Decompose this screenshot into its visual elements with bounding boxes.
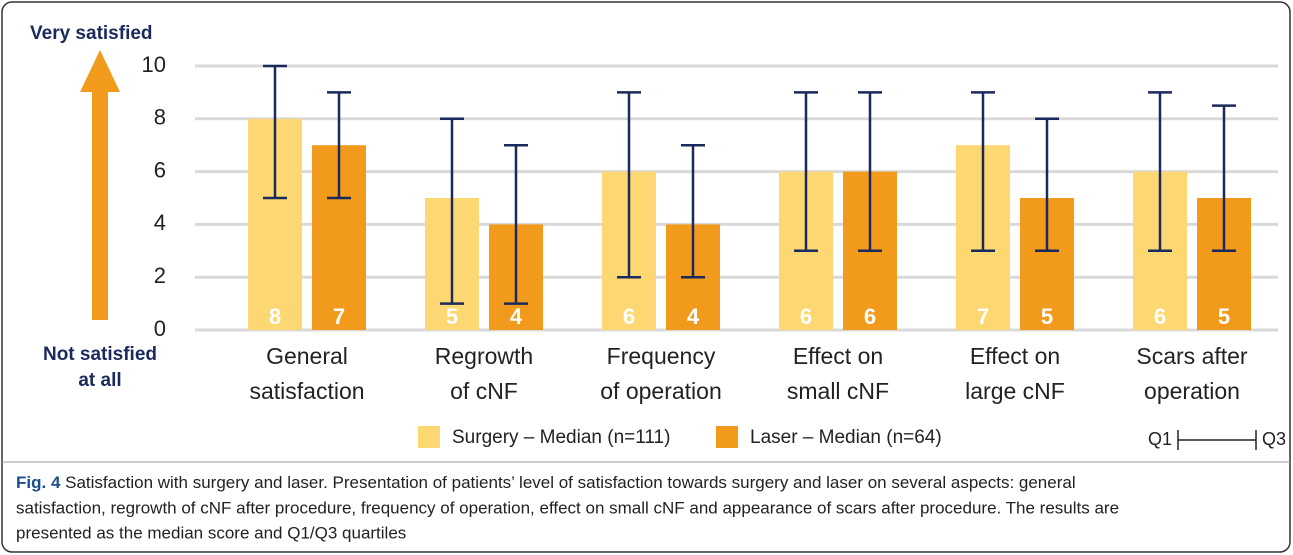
- caption: Fig. 4 Satisfaction with surgery and las…: [16, 473, 1076, 492]
- caption-text: satisfaction, regrowth of cNF after proc…: [16, 498, 1119, 517]
- legend-label: Laser – Median (n=64): [750, 427, 942, 448]
- data-label: 5: [446, 304, 458, 329]
- x-tick-label: General: [266, 343, 348, 369]
- legend-label: Surgery – Median (n=111): [452, 427, 670, 448]
- x-tick-label: Scars after: [1136, 343, 1248, 369]
- y-tick-label: 6: [154, 157, 166, 182]
- y-tick-label: 10: [142, 52, 166, 77]
- error-bar: [617, 91, 641, 279]
- x-tick-label: operation: [1144, 378, 1240, 404]
- caption-label: Fig. 4: [16, 473, 61, 492]
- x-tick-label: Regrowth: [435, 343, 533, 369]
- data-label: 5: [1041, 304, 1053, 329]
- y-tick-label: 8: [154, 105, 166, 130]
- error-bar: [504, 143, 528, 305]
- y-label-bottom: at all: [78, 370, 121, 391]
- data-label: 7: [333, 304, 345, 329]
- range-legend-label: Q3: [1262, 429, 1286, 449]
- data-label: 5: [1218, 304, 1230, 329]
- legend-swatch: [716, 426, 738, 448]
- range-legend-label: Q1: [1148, 429, 1172, 449]
- x-tick-label: satisfaction: [249, 378, 364, 404]
- data-label: 7: [977, 304, 989, 329]
- y-label-top: Very satisfied: [30, 23, 153, 44]
- caption-text: Satisfaction with surgery and laser. Pre…: [65, 473, 1075, 492]
- data-label: 8: [269, 304, 281, 329]
- arrow: [80, 50, 120, 320]
- error-bar: [858, 91, 882, 253]
- x-tick-label: Effect on: [793, 343, 883, 369]
- x-tick-label: Frequency: [607, 343, 716, 369]
- error-bar: [440, 117, 464, 305]
- error-bar: [1035, 117, 1059, 253]
- data-label: 6: [864, 304, 876, 329]
- y-label-bottom: Not satisfied: [43, 344, 157, 365]
- error-bar: [971, 91, 995, 253]
- x-tick-label: of operation: [600, 378, 721, 404]
- x-tick-label: large cNF: [965, 378, 1065, 404]
- error-bar: [794, 91, 818, 253]
- y-tick-label: 4: [154, 210, 166, 235]
- y-tick-label: 2: [154, 263, 166, 288]
- error-bar: [1212, 104, 1236, 253]
- data-label: 6: [623, 304, 635, 329]
- data-label: 4: [510, 304, 523, 329]
- error-bar: [681, 143, 705, 279]
- legend-swatch: [418, 426, 440, 448]
- y-tick-label: 0: [154, 316, 166, 341]
- data-label: 4: [687, 304, 700, 329]
- error-bar: [1148, 91, 1172, 253]
- data-label: 6: [800, 304, 812, 329]
- x-tick-label: Effect on: [970, 343, 1060, 369]
- data-label: 6: [1154, 304, 1166, 329]
- caption-text: presented as the median score and Q1/Q3 …: [16, 523, 406, 542]
- error-bar: [263, 64, 287, 200]
- error-bar: [327, 91, 351, 200]
- x-tick-label: of cNF: [450, 378, 518, 404]
- x-tick-label: small cNF: [787, 378, 889, 404]
